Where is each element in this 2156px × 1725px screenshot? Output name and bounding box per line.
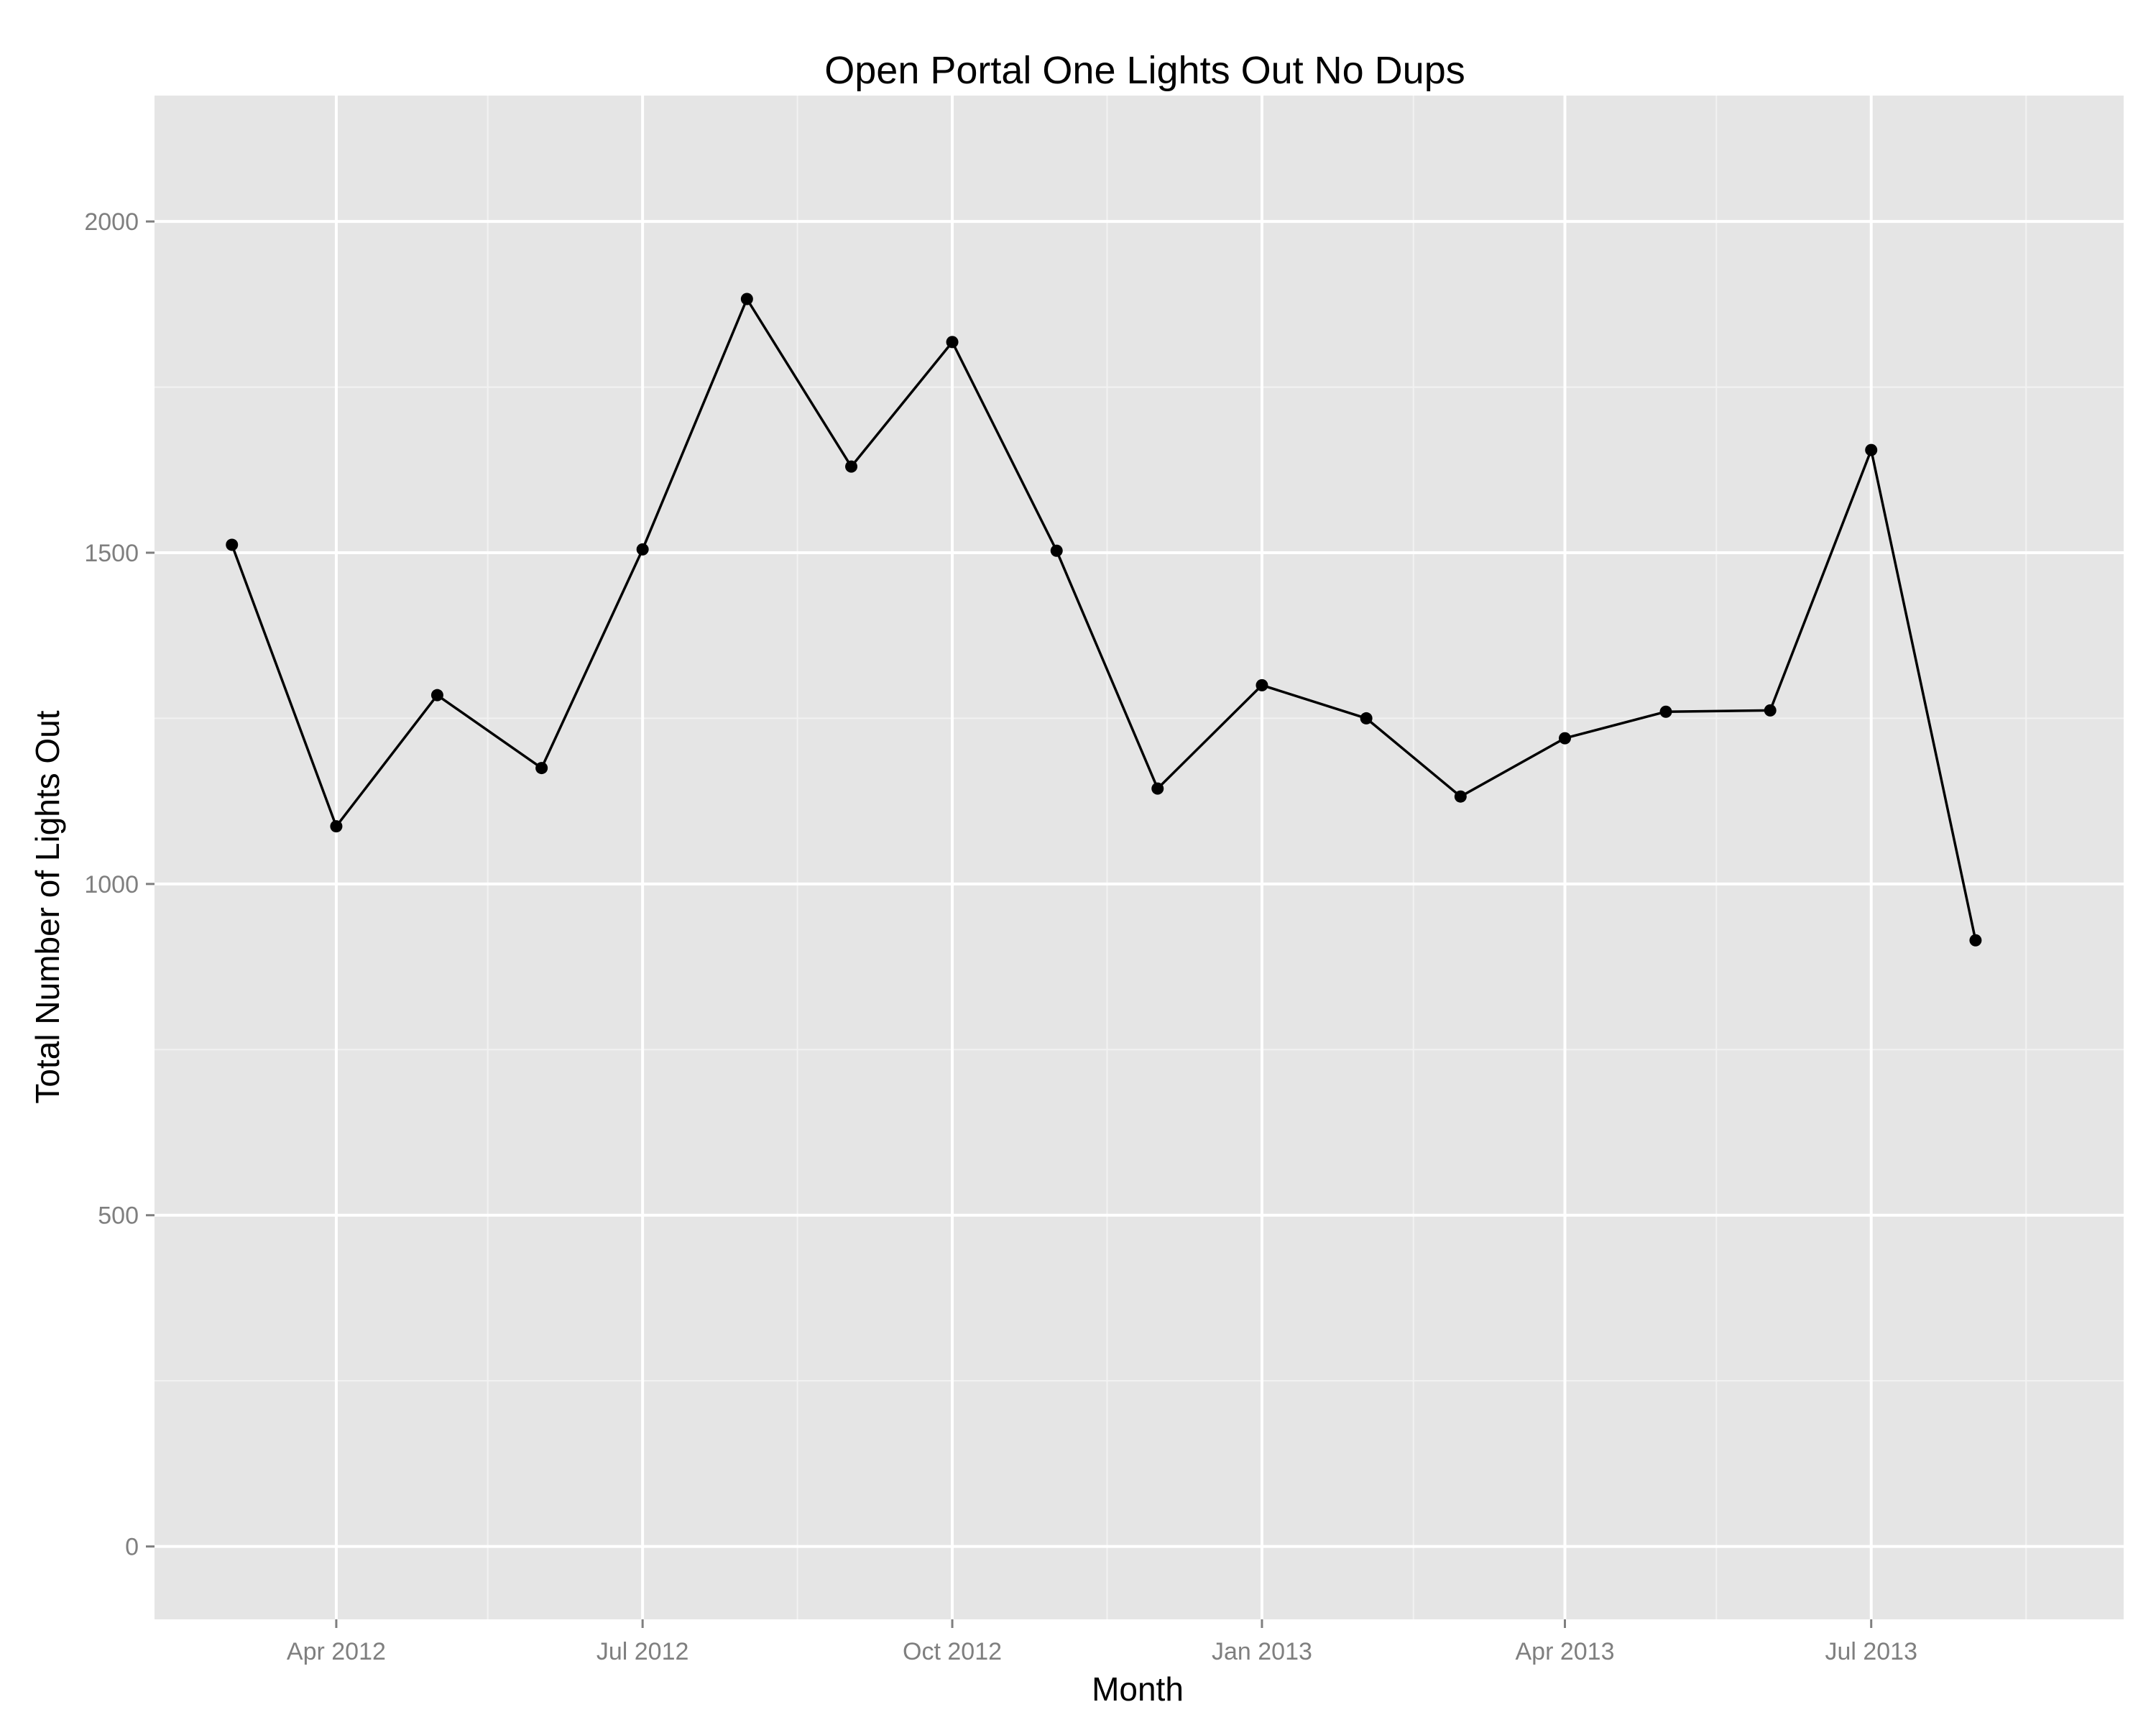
- data-point: [1454, 790, 1467, 803]
- x-tick-label: Apr 2013: [1515, 1638, 1614, 1665]
- data-point: [1558, 732, 1571, 745]
- data-point: [1050, 544, 1063, 557]
- y-tick-label: 1000: [84, 871, 139, 898]
- data-point: [946, 336, 959, 349]
- data-point: [1865, 443, 1878, 456]
- data-point: [1151, 782, 1164, 795]
- x-tick-label: Jan 2013: [1212, 1638, 1312, 1665]
- data-point: [845, 460, 858, 473]
- data-point: [1659, 705, 1672, 718]
- x-tick-label: Jul 2012: [596, 1638, 689, 1665]
- series-line: [231, 298, 1977, 941]
- data-point: [430, 689, 443, 702]
- data-point: [1256, 678, 1268, 691]
- chart-title: Open Portal One Lights Out No Dups: [824, 49, 1465, 92]
- x-axis-title: Month: [1092, 1670, 1184, 1708]
- y-tick-label: 2000: [84, 208, 139, 236]
- data-point: [535, 762, 548, 775]
- data-point: [1764, 704, 1777, 717]
- data-point: [636, 543, 649, 556]
- data-point: [1969, 934, 1982, 947]
- plot-panel: [155, 96, 2124, 1619]
- data-point: [1360, 712, 1373, 724]
- x-tick-label: Apr 2012: [287, 1638, 386, 1665]
- data-point: [330, 820, 343, 833]
- x-tick-label: Jul 2013: [1825, 1638, 1917, 1665]
- data-point: [226, 538, 239, 551]
- y-tick-label: 1500: [84, 540, 139, 567]
- y-tick-label: 500: [98, 1202, 139, 1230]
- y-tick-label: 0: [125, 1534, 139, 1561]
- y-axis-title: Total Number of Lights Out: [29, 710, 66, 1103]
- data-point: [740, 293, 753, 305]
- plot-area: 0 500 1000 1500 2000 Apr 2012 Jul 2012 Oct 2012…: [84, 96, 2124, 1665]
- x-tick-label: Oct 2012: [903, 1638, 1002, 1665]
